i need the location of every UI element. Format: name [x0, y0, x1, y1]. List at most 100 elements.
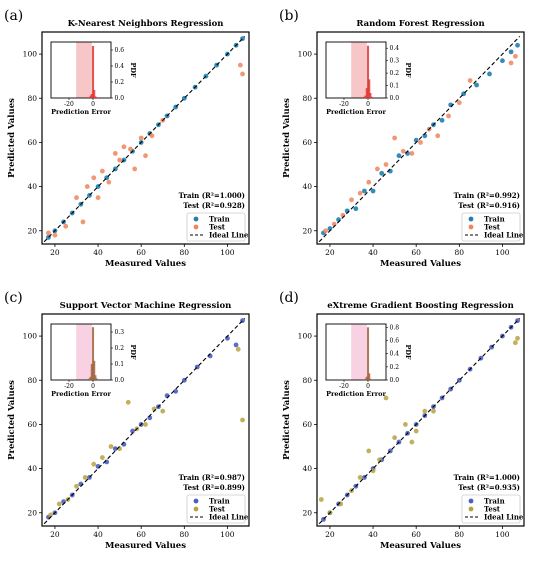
test-point — [82, 475, 88, 480]
test-point — [431, 408, 436, 414]
inset-y-label: PDF — [404, 344, 412, 360]
test-point — [409, 151, 415, 156]
test-point — [80, 219, 86, 225]
inset-hist-bar — [363, 96, 366, 98]
test-point — [456, 100, 462, 106]
train-point — [112, 446, 118, 452]
panel-2: (c) Support Vector Machine Regression 20 40… — [4, 290, 250, 551]
inset-hist-bar — [94, 375, 97, 380]
inset-x-tick-label: 0 — [91, 383, 95, 390]
x-tick-label: 40 — [368, 248, 378, 257]
test-point — [112, 151, 118, 156]
inset-frame — [325, 41, 387, 99]
y-tick-label: 60 — [302, 420, 312, 429]
y-axis-label: Predicted Values — [282, 380, 292, 460]
test-point — [435, 133, 441, 139]
test-point — [138, 135, 144, 141]
legend-ideal-label: Ideal Line — [209, 231, 249, 240]
test-point — [446, 113, 451, 119]
train-r2-label: Train (R²=0.992) — [454, 191, 520, 200]
legend-train-label: Train — [209, 497, 230, 506]
y-tick-label: 20 — [27, 226, 37, 235]
inset-frame — [50, 41, 112, 99]
inset-hist-bar — [88, 97, 91, 98]
inset-y-tick-label: 0.2 — [390, 70, 400, 77]
test-r2-label: Test (R²=0.935) — [458, 483, 520, 492]
legend-train-marker — [468, 498, 474, 504]
inset-y-tick-label: 0.4 — [390, 45, 400, 52]
test-point — [91, 175, 97, 181]
inset-frame — [50, 323, 112, 381]
test-point — [366, 448, 372, 454]
test-point — [383, 395, 389, 401]
y-tick-label: 60 — [302, 138, 312, 147]
test-point — [125, 399, 131, 405]
legend-box — [461, 494, 521, 524]
inset-y-tick-label: 0.0 — [390, 95, 400, 102]
test-point — [84, 184, 90, 189]
y-tick-label: 40 — [27, 182, 37, 191]
inset-hist-bar — [370, 96, 373, 98]
test-point — [106, 179, 112, 185]
test-point — [357, 190, 363, 196]
test-point — [91, 461, 97, 467]
inset-hist-bar — [368, 79, 371, 98]
inset-y-tick-label: 0.1 — [390, 83, 400, 90]
x-axis-label: Measured Values — [105, 541, 186, 551]
y-tick-label: 20 — [302, 508, 312, 517]
legend-test-marker — [468, 224, 474, 230]
x-axis-label: Measured Values — [105, 259, 186, 269]
inset-y-label: PDF — [404, 62, 412, 78]
y-axis-label: Predicted Values — [7, 98, 17, 178]
test-point — [508, 60, 514, 66]
train-point — [379, 170, 385, 176]
test-point — [413, 428, 419, 434]
test-point — [143, 422, 148, 427]
inset-hist-bar — [93, 90, 96, 98]
inset-error-band — [76, 42, 92, 98]
test-point — [99, 455, 105, 460]
plot-data — [43, 36, 246, 243]
y-tick-label: 40 — [27, 464, 37, 473]
train-point — [370, 188, 376, 194]
test-point — [149, 133, 155, 139]
inset-y-tick-label: 0.2 — [115, 79, 125, 86]
test-point — [512, 340, 518, 346]
inset-hist-bar — [369, 93, 372, 98]
test-point — [418, 140, 423, 145]
y-tick-label: 100 — [298, 332, 313, 341]
inset-x-tick-label: -20 — [339, 101, 349, 108]
inset-error-band — [351, 42, 367, 98]
inset-y-tick-label: 0.0 — [390, 377, 400, 384]
legend-test-label: Test — [484, 505, 501, 514]
y-tick-label: 40 — [302, 182, 312, 191]
panel-letter: (b) — [279, 8, 299, 24]
inset-y-tick-label: 0.8 — [390, 324, 400, 331]
inset-hist-bar — [365, 376, 368, 380]
y-tick-label: 80 — [302, 376, 312, 385]
test-point — [515, 335, 520, 341]
legend-test-marker — [193, 224, 199, 230]
test-point — [392, 135, 398, 141]
panel-3: (d) eXtreme Gradient Boosting Regression 2… — [279, 290, 525, 551]
inset-hist-bar — [91, 46, 95, 98]
legend-ideal-label: Ideal Line — [484, 231, 524, 240]
test-point — [400, 148, 406, 154]
y-tick-label: 40 — [302, 464, 312, 473]
test-point — [409, 439, 415, 445]
inset-hist-bar — [364, 95, 367, 98]
legend-test-marker — [193, 506, 199, 512]
test-r2-label: Test (R²=0.916) — [458, 201, 520, 210]
y-axis-label: Predicted Values — [7, 380, 17, 460]
test-point — [240, 417, 245, 423]
x-tick-label: 100 — [495, 530, 510, 539]
train-point — [353, 206, 359, 212]
plot-data — [318, 318, 521, 525]
test-point — [403, 422, 408, 427]
x-tick-label: 20 — [50, 530, 60, 539]
inset-y-tick-label: 0.2 — [115, 345, 125, 352]
inset-hist-bar — [364, 378, 367, 380]
test-point — [74, 195, 79, 201]
inset-y-label: PDF — [129, 344, 137, 360]
